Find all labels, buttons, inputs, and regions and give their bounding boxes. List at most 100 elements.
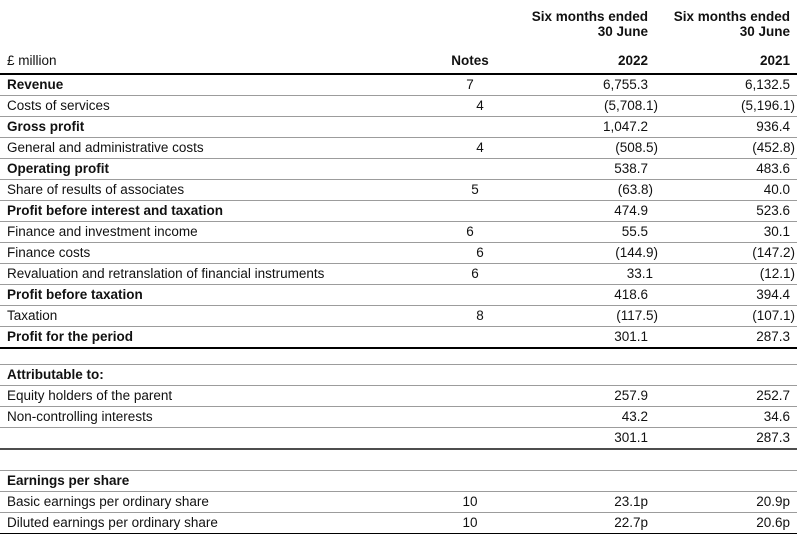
note-ref: [425, 327, 515, 347]
row-label: Finance costs: [7, 245, 91, 260]
table-row: 301.1 287.3: [0, 428, 797, 450]
note-ref: [425, 471, 515, 491]
row-label: Gross profit: [7, 119, 85, 134]
value-2022: 301.1: [614, 329, 648, 344]
table-row: Profit before taxation 418.6 394.4: [0, 285, 797, 306]
row-label: Revenue: [7, 77, 64, 92]
note-ref: [425, 159, 515, 179]
value-2022: 55.5: [621, 224, 648, 239]
row-label: Diluted earnings per ordinary share: [7, 515, 218, 530]
row-label: Profit before interest and taxation: [7, 203, 224, 218]
date-header-2022: 30 June: [597, 24, 648, 39]
value-2022: 43.2: [621, 409, 648, 424]
header-row-period: Six months ended Six months ended: [0, 9, 797, 24]
value-2022: 418.6: [614, 287, 648, 302]
table-row: Costs of services 4 (5,708.1) (5,196.1): [0, 96, 797, 117]
value-2022: 33.1: [626, 266, 653, 281]
note-ref: [425, 117, 515, 137]
value-2022: 22.7p: [614, 515, 648, 530]
value-2022: (63.8): [617, 182, 653, 197]
value-2022: 474.9: [614, 203, 648, 218]
table-row: Revaluation and retranslation of financi…: [0, 264, 797, 285]
value-2021: 34.6: [763, 409, 790, 424]
note-ref: 8: [476, 308, 484, 323]
value-2021: [656, 365, 797, 385]
table-row: Profit for the period 301.1 287.3: [0, 327, 797, 349]
value-2021: 252.7: [756, 388, 790, 403]
note-ref: 7: [466, 77, 474, 92]
header-spacer: [425, 9, 515, 24]
value-2021: (147.2): [752, 245, 795, 260]
value-2022: [515, 471, 656, 491]
value-2021: 287.3: [756, 430, 790, 445]
value-2022: (117.5): [616, 308, 658, 323]
value-2021: 20.6p: [756, 515, 790, 530]
note-ref: [425, 428, 515, 448]
period-header-2022: Six months ended: [531, 9, 648, 24]
value-2022: 23.1p: [614, 494, 648, 509]
row-label: [0, 428, 425, 448]
header-spacer: [425, 24, 515, 39]
table-row: Attributable to:: [0, 365, 797, 386]
row-label: Basic earnings per ordinary share: [7, 494, 209, 509]
value-2021: 30.1: [763, 224, 790, 239]
spacer-row: [0, 450, 797, 471]
row-label: Profit for the period: [7, 329, 133, 344]
table-row: Non-controlling interests 43.2 34.6: [0, 407, 797, 428]
value-2021: 523.6: [756, 203, 790, 218]
row-label: Costs of services: [7, 98, 110, 113]
header-spacer: [0, 24, 425, 39]
value-2021: 40.0: [763, 182, 790, 197]
note-ref: 6: [471, 266, 479, 281]
note-ref: 10: [462, 494, 478, 509]
value-2022: 538.7: [614, 161, 648, 176]
value-2021: (107.1): [752, 308, 795, 323]
value-2022: (144.9): [615, 245, 658, 260]
table-row: Equity holders of the parent 257.9 252.7: [0, 386, 797, 407]
note-ref: [425, 386, 515, 406]
value-2021: 6,132.5: [744, 77, 790, 92]
note-ref: 5: [471, 182, 479, 197]
table-row: Operating profit 538.7 483.6: [0, 159, 797, 180]
note-ref: 6: [466, 224, 474, 239]
table-row: Diluted earnings per ordinary share 10 22.…: [0, 513, 797, 534]
unit-label: £ million: [7, 53, 57, 68]
row-label: Taxation: [7, 308, 58, 323]
period-header-2021: Six months ended: [673, 9, 790, 24]
row-label: Equity holders of the parent: [7, 388, 173, 403]
value-2021: 394.4: [756, 287, 790, 302]
row-label: Revaluation and retranslation of financi…: [7, 266, 325, 281]
table-body: Revenue 7 6,755.3 6,132.5 Costs of services 4…: [0, 75, 797, 534]
table-row: Taxation 8 (117.5) (107.1): [0, 306, 797, 327]
year-header-2022: 2022: [617, 53, 648, 68]
value-2021: 936.4: [756, 119, 790, 134]
note-ref: 4: [476, 98, 484, 113]
header-spacer: [0, 9, 425, 24]
table-row: Finance costs 6 (144.9) (147.2): [0, 243, 797, 264]
table-row: Finance and investment income 6 55.5 30.1: [0, 222, 797, 243]
note-ref: 6: [476, 245, 484, 260]
value-2022: (508.5): [615, 140, 658, 155]
table-row: Earnings per share: [0, 471, 797, 492]
spacer-row: [0, 349, 797, 365]
note-ref: [425, 285, 515, 305]
row-label: Operating profit: [7, 161, 109, 176]
table-row: Basic earnings per ordinary share 10 23.1p…: [0, 492, 797, 513]
value-2021: (12.1): [759, 266, 795, 281]
value-2021: 483.6: [756, 161, 790, 176]
value-2022: (5,708.1): [603, 98, 658, 113]
value-2021: 20.9p: [756, 494, 790, 509]
table-row: Profit before interest and taxation 474.9…: [0, 201, 797, 222]
note-ref: [425, 201, 515, 221]
value-2021: (452.8): [752, 140, 795, 155]
row-label: General and administrative costs: [7, 140, 204, 155]
year-header-2021: 2021: [759, 53, 790, 68]
value-2022: [515, 365, 656, 385]
row-label: Profit before taxation: [7, 287, 143, 302]
note-ref: [425, 407, 515, 427]
row-label: Share of results of associates: [7, 182, 185, 197]
table-row: Share of results of associates 5 (63.8) 40.…: [0, 180, 797, 201]
row-label: Earnings per share: [7, 473, 130, 488]
